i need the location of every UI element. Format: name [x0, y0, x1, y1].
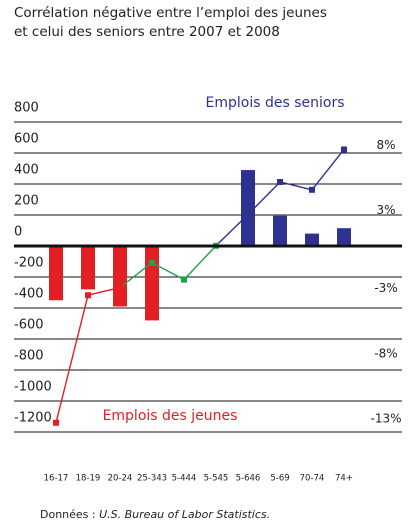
line-marker: [277, 178, 283, 185]
line-segment: [55, 295, 89, 423]
line-segment: [247, 181, 281, 216]
line-segment: [311, 149, 345, 191]
y-tick-label: 200: [14, 194, 39, 209]
y-tick-label: 600: [14, 132, 39, 147]
source: Données : U.S. Bureau of Labor Statistic…: [40, 508, 270, 521]
line-segment: [279, 181, 313, 191]
source-prefix: Données :: [40, 508, 99, 521]
y-tick-label: -200: [14, 256, 44, 271]
x-tick-label: 5-545: [204, 474, 229, 484]
y2-tick-label: 8%: [376, 138, 395, 152]
line-marker: [117, 284, 123, 291]
x-tick-label: 25-343: [137, 474, 167, 484]
line-marker: [245, 211, 251, 218]
line-marker: [341, 146, 347, 153]
y-tick-label: -800: [14, 349, 44, 364]
source-name: U.S. Bureau of Labor Statistics.: [99, 508, 270, 521]
x-tick-label: 16-17: [44, 474, 69, 484]
chart-title: et celui des seniors entre 2007 et 2008: [14, 24, 280, 40]
x-tick-label: 5-69: [270, 474, 289, 484]
line-segment: [119, 262, 153, 288]
x-tick-label: 74+: [335, 474, 353, 484]
x-tick-label: 18-19: [76, 474, 101, 484]
y-tick-label: -400: [14, 287, 44, 302]
x-tick-label: 70-74: [300, 474, 325, 484]
x-tick-label: 5-444: [172, 474, 197, 484]
x-tick-label: 5-646: [236, 474, 261, 484]
line-marker: [181, 276, 187, 283]
bar: [305, 233, 319, 246]
chart-title: Corrélation négative entre l’emploi des …: [14, 5, 327, 21]
line-segment: [183, 245, 217, 281]
x-tick-label: 20-24: [108, 474, 133, 484]
line-marker: [85, 292, 91, 299]
line-segment: [151, 262, 185, 281]
bar: [273, 215, 287, 246]
annotation: Emplois des seniors: [206, 95, 345, 111]
line-segment: [87, 286, 121, 296]
y-tick-label: -1200: [14, 411, 52, 426]
y-tick-label: 0: [14, 225, 22, 240]
bar: [113, 246, 127, 307]
bar: [241, 170, 255, 246]
y-tick-label: -600: [14, 318, 44, 333]
bar: [145, 246, 159, 321]
y-tick-label: 800: [14, 101, 39, 116]
y2-tick-label: -3%: [374, 281, 397, 295]
y2-tick-label: -13%: [370, 411, 401, 425]
line-marker: [53, 419, 59, 426]
y-tick-label: 400: [14, 163, 39, 178]
bar: [81, 246, 95, 290]
y2-tick-label: -8%: [374, 346, 397, 360]
line-marker: [149, 259, 155, 266]
y-tick-label: -1000: [14, 380, 52, 395]
y2-tick-label: 3%: [376, 203, 395, 217]
bar: [49, 246, 63, 301]
line-segment: [215, 214, 249, 247]
annotation: Emplois des jeunes: [103, 408, 238, 424]
bar: [337, 228, 351, 246]
line-marker: [309, 186, 315, 193]
